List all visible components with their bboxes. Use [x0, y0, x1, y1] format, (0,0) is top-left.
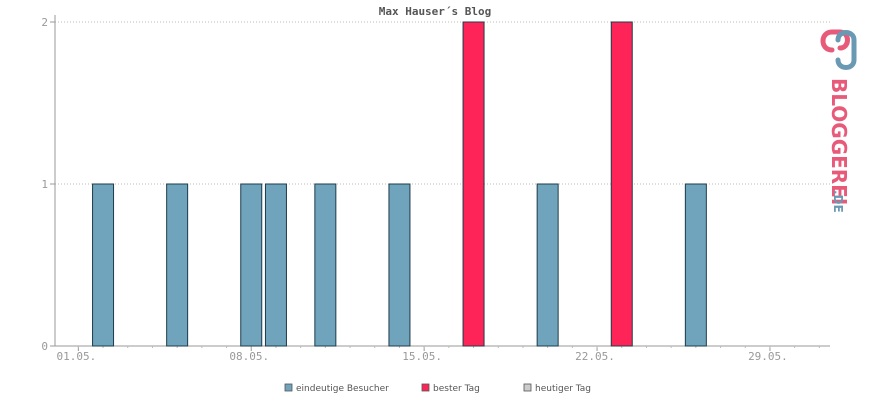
legend-swatch [284, 383, 293, 392]
bar [536, 183, 559, 347]
bar [240, 183, 263, 347]
axis-layer: 0 1 2 01.05. 08.05. 15.05. 22.05. 29.05. [41, 15, 830, 363]
bar [462, 21, 485, 347]
x-tick-label: 29.05. [748, 350, 788, 363]
bar [610, 21, 633, 347]
grid-layer [55, 21, 830, 185]
y-tick-label: 2 [41, 16, 48, 29]
y-tick-label: 1 [41, 178, 48, 191]
bloggerei-logo-graphic: BLOGGEREI .DE [820, 29, 857, 213]
logo-text: BLOGGEREI [827, 78, 851, 205]
bar [264, 183, 287, 347]
chart-title: Max Hauser´s Blog [378, 5, 492, 18]
x-tick-label: 22.05. [575, 350, 615, 363]
bar [166, 183, 189, 347]
legend-swatch [523, 383, 532, 392]
y-tick-label: 0 [41, 340, 48, 353]
legend-label: bester Tag [433, 384, 480, 394]
legend-swatch [421, 383, 430, 392]
bar [684, 183, 707, 347]
logo-suffix: .DE [831, 190, 845, 213]
bar-layer [92, 21, 707, 347]
bar [388, 183, 411, 347]
x-tick-label: 15.05. [402, 350, 442, 363]
legend-label: heutiger Tag [535, 384, 591, 394]
bloggerei-logo: BLOGGEREI .DE [810, 18, 870, 218]
x-tick-label: 08.05. [229, 350, 269, 363]
x-tick-label: 01.05. [56, 350, 96, 363]
legend: eindeutige Besucher bester Tag heutiger Ta… [284, 383, 591, 394]
bar [92, 183, 115, 347]
legend-label: eindeutige Besucher [296, 384, 389, 394]
bar [314, 183, 337, 347]
